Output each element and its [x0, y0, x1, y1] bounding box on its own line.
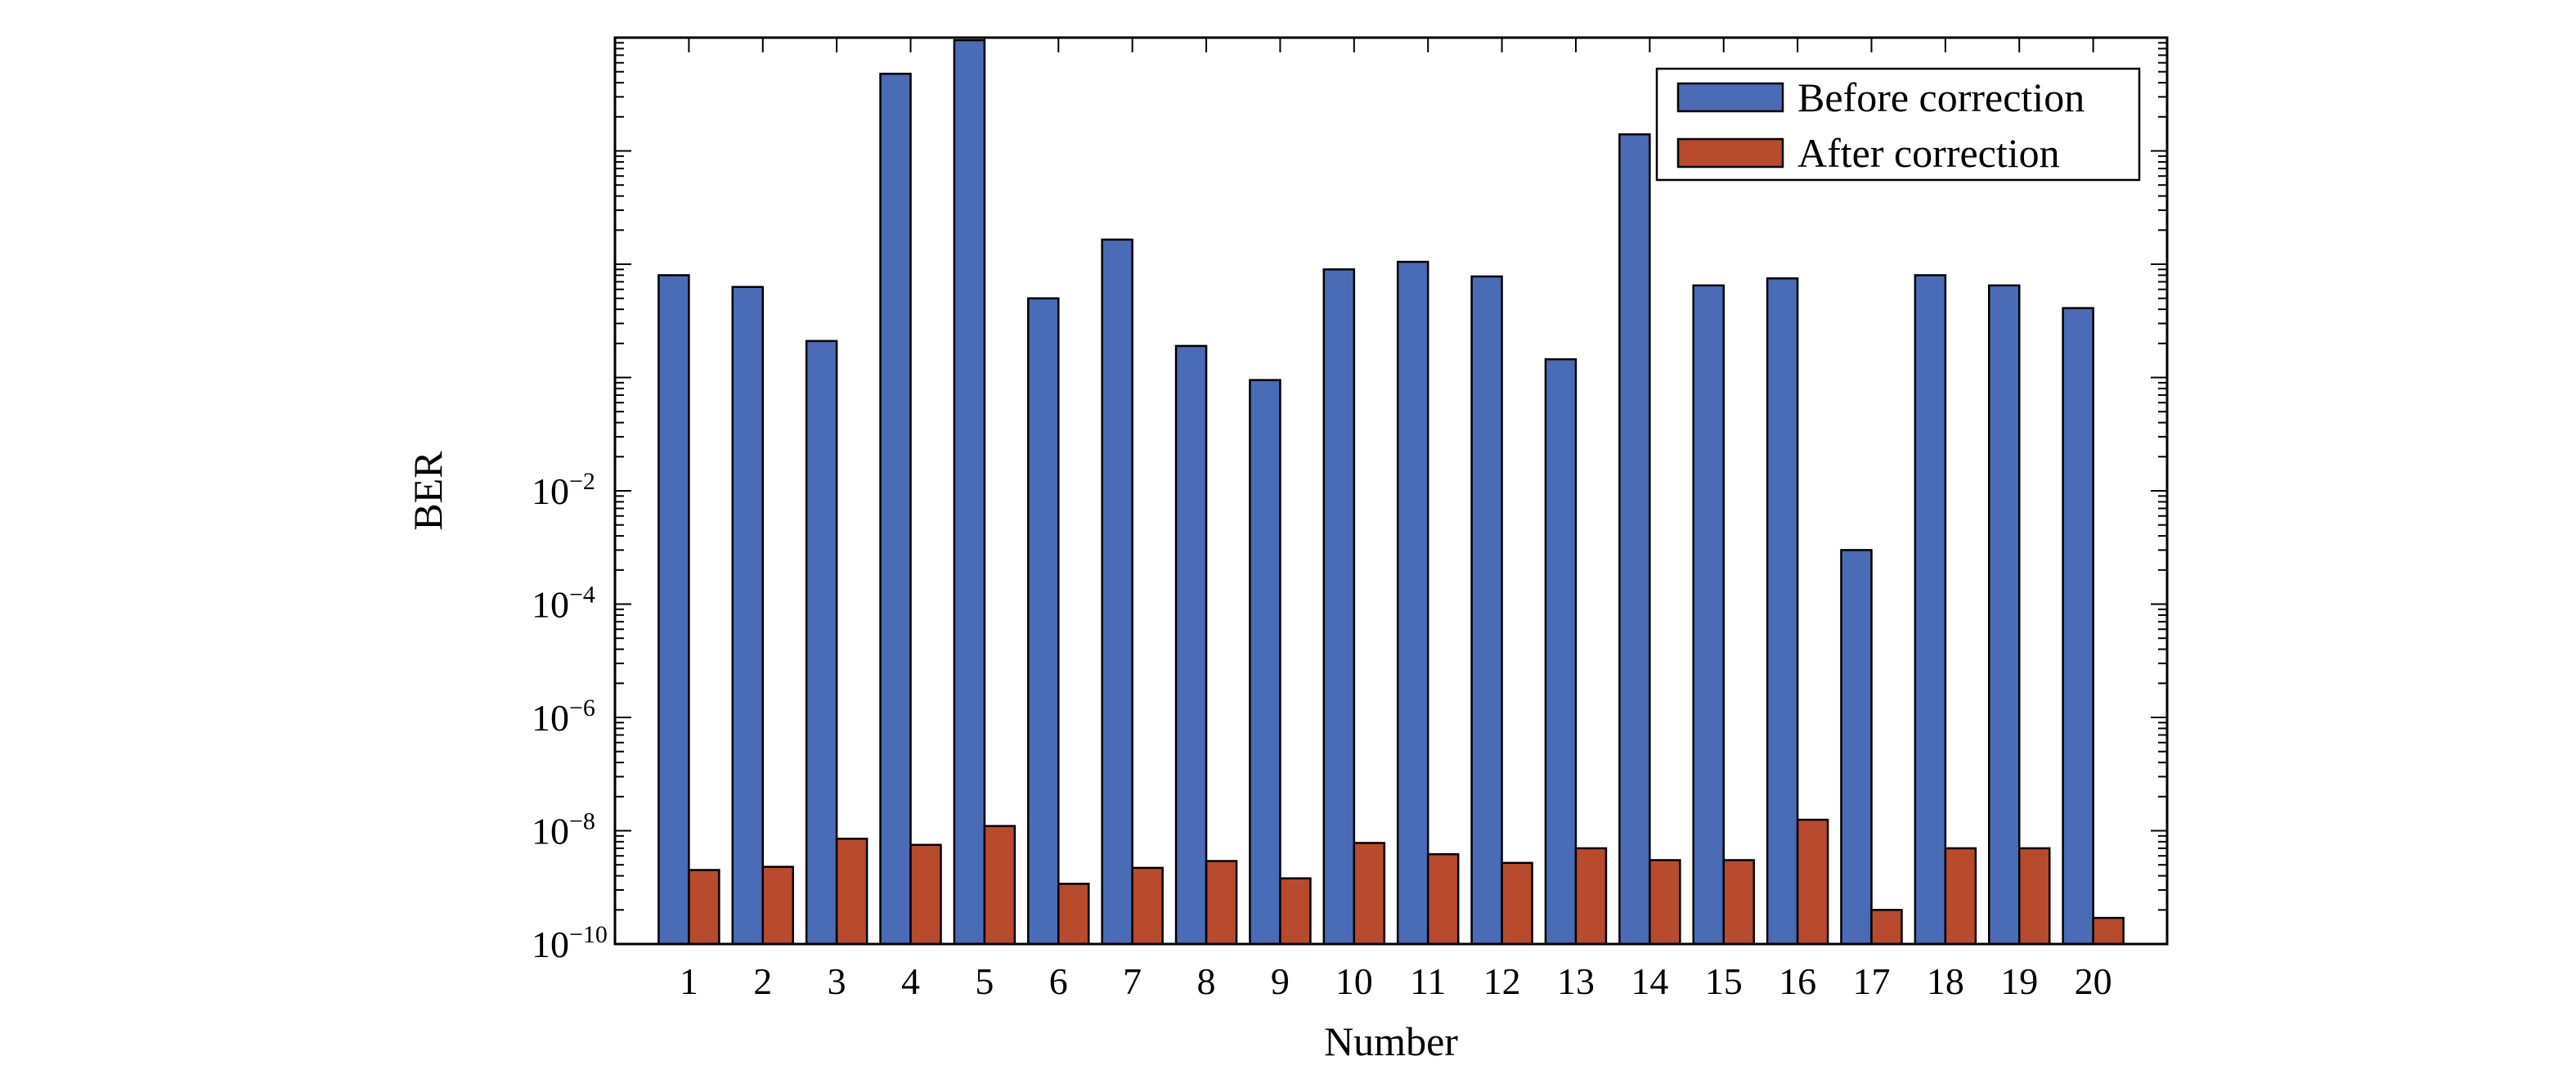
- plot-frame: [613, 36, 2169, 946]
- bar-after-3: [835, 838, 868, 946]
- y-tick-exponent: −10: [569, 921, 608, 948]
- y-tick-label: 10: [532, 811, 569, 852]
- legend: Before correction After correction: [1655, 67, 2141, 182]
- x-tick-label: 8: [1197, 960, 1216, 1002]
- bar-after-20: [2092, 916, 2125, 946]
- bar-before-9: [1249, 379, 1281, 946]
- y-minor-ticks: [615, 42, 2167, 911]
- bar-after-9: [1279, 877, 1312, 946]
- y-tick-base: 10: [532, 584, 569, 626]
- bar-after-10: [1353, 842, 1386, 946]
- y-tick-base: 10: [532, 697, 569, 739]
- bar-before-17: [1840, 549, 1873, 946]
- x-tick-label: 14: [1631, 960, 1668, 1002]
- bar-before-11: [1396, 260, 1429, 946]
- x-tick-label: 18: [1927, 960, 1964, 1002]
- bar-before-15: [1692, 284, 1725, 946]
- y-tick-label: 10: [532, 584, 569, 626]
- bar-before-18: [1914, 274, 1947, 946]
- bar-before-13: [1544, 357, 1577, 946]
- bar-after-11: [1426, 853, 1460, 946]
- bar-after-16: [1796, 818, 1829, 946]
- x-tick-label: 3: [828, 960, 846, 1002]
- x-tick-label: 16: [1779, 960, 1816, 1002]
- bar-before-3: [805, 339, 838, 946]
- bar-before-16: [1766, 277, 1799, 946]
- bar-before-1: [657, 274, 690, 946]
- bar-before-19: [1987, 284, 2021, 946]
- y-tick-exponent: −6: [569, 695, 595, 722]
- x-tick-labels: 1 2 3 4 5 6 7 8 9 10 11 12 13 14 15 16 17 18 19 20: [680, 960, 2112, 1002]
- bar-before-5: [953, 38, 986, 946]
- x-axis-label: Number: [1324, 1018, 1458, 1064]
- bar-after-2: [761, 865, 795, 946]
- bar-before-8: [1174, 344, 1208, 946]
- x-tick-label: 1: [680, 960, 698, 1002]
- y-tick-base: 10: [532, 811, 569, 852]
- bar-after-5: [983, 825, 1016, 946]
- x-tick-label: 20: [2075, 960, 2112, 1002]
- bar-before-12: [1470, 275, 1503, 946]
- bar-after-12: [1501, 861, 1533, 946]
- x-tick-label: 19: [2000, 960, 2038, 1002]
- x-tick-label: 13: [1557, 960, 1595, 1002]
- bar-after-1: [688, 869, 720, 946]
- x-tick-label: 9: [1271, 960, 1290, 1002]
- x-tick-label: 5: [975, 960, 994, 1002]
- x-tick-label: 7: [1123, 960, 1142, 1002]
- bar-before-7: [1101, 238, 1133, 946]
- bar-after-15: [1722, 859, 1755, 946]
- bar-before-4: [879, 72, 912, 946]
- bar-before-2: [731, 285, 765, 946]
- x-ticks: [688, 38, 2094, 944]
- bar-after-6: [1057, 883, 1090, 946]
- y-tick-base: 10: [532, 470, 569, 512]
- x-tick-label: 12: [1483, 960, 1521, 1002]
- x-tick-label: 17: [1852, 960, 1890, 1002]
- x-tick-label: 2: [753, 960, 772, 1002]
- y-tick-exponent: −8: [569, 808, 595, 835]
- bar-after-14: [1649, 859, 1681, 946]
- y-tick-label: 10: [532, 697, 569, 739]
- bar-before-6: [1027, 297, 1060, 946]
- legend-swatch-after-correction: [1676, 137, 1784, 169]
- x-tick-label: 6: [1049, 960, 1068, 1002]
- y-tick-exponent: −4: [569, 582, 595, 609]
- bar-after-4: [909, 843, 942, 946]
- bar-after-8: [1205, 860, 1238, 946]
- x-tick-label: 4: [901, 960, 920, 1002]
- y-tick-exponent: −2: [569, 468, 595, 495]
- legend-label-after-correction: After correction: [1797, 130, 2060, 176]
- x-tick-label: 15: [1705, 960, 1743, 1002]
- legend-label-before-correction: Before correction: [1797, 74, 2085, 120]
- bar-after-7: [1131, 866, 1164, 946]
- legend-swatch-before-correction: [1676, 82, 1784, 113]
- bar-after-17: [1870, 909, 1903, 946]
- y-axis-label: BER: [405, 451, 451, 531]
- bar-before-10: [1322, 268, 1356, 946]
- y-tick-label: 10: [532, 924, 569, 965]
- bar-after-19: [2017, 847, 2051, 946]
- bar-after-13: [1574, 847, 1608, 946]
- bar-after-18: [1944, 847, 1977, 946]
- bars-group: [657, 38, 2125, 946]
- bar-before-20: [2062, 307, 2094, 946]
- y-tick-base: 10: [532, 924, 569, 965]
- y-tick-label: 10: [532, 470, 569, 512]
- x-tick-label: 11: [1410, 960, 1446, 1002]
- x-tick-label: 10: [1335, 960, 1373, 1002]
- bar-before-14: [1618, 133, 1651, 946]
